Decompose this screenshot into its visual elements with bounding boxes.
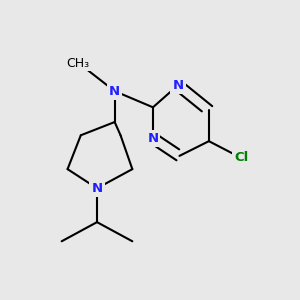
Text: CH₃: CH₃ xyxy=(66,57,89,70)
Text: N: N xyxy=(147,132,158,145)
Text: Cl: Cl xyxy=(234,152,248,164)
Text: N: N xyxy=(92,182,103,195)
Text: N: N xyxy=(172,79,184,92)
Text: N: N xyxy=(109,85,120,98)
